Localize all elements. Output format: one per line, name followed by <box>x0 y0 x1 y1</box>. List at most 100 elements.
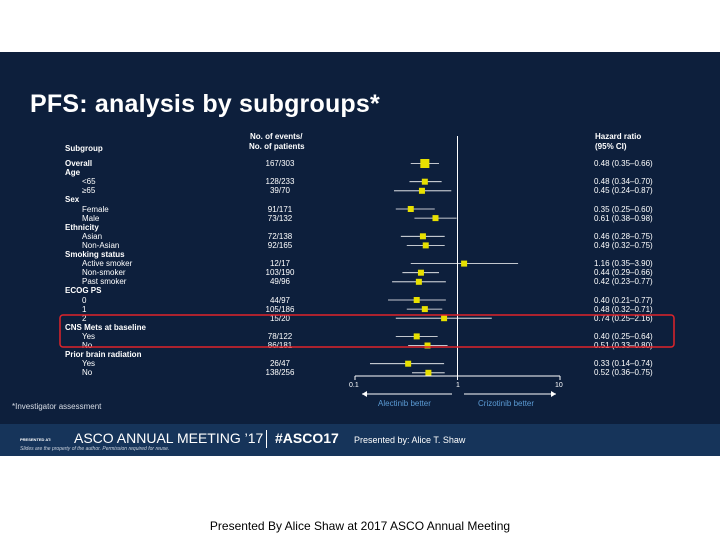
events-count: 105/186 <box>265 304 295 314</box>
subgroup-label: Female <box>82 204 109 214</box>
subgroup-label: Past smoker <box>82 277 127 287</box>
events-count: 73/132 <box>267 213 293 223</box>
hazard-ratio-text: 0.52 (0.36–0.75) <box>594 368 653 378</box>
banner-disclaimer: Slides are the property of the author. P… <box>20 446 170 452</box>
header-events-line1: No. of events/ <box>250 132 303 141</box>
events-count: 72/138 <box>267 231 293 241</box>
axis-tick-label: 10 <box>555 382 563 389</box>
events-count: 138/256 <box>265 368 295 378</box>
hazard-ratio-text: 1.16 (0.35–3.90) <box>594 259 653 269</box>
header-hr-line1: Hazard ratio <box>595 132 642 141</box>
hazard-ratio-text: 0.40 (0.25–0.64) <box>594 331 653 341</box>
subgroup-label: Prior brain radiation <box>65 350 142 360</box>
presented-at-label: PRESENTED AT: <box>20 437 52 442</box>
subgroup-label: Yes <box>82 359 96 369</box>
hazard-ratio-marker <box>413 333 420 340</box>
subgroup-label: Age <box>65 168 81 178</box>
subgroup-label: 2 <box>82 313 87 323</box>
hazard-ratio-marker <box>413 297 420 303</box>
hazard-ratio-text: 0.45 (0.24–0.87) <box>594 186 653 196</box>
axis-tick-label: 1 <box>456 382 460 389</box>
hazard-ratio-text: 0.33 (0.14–0.74) <box>594 359 653 369</box>
hazard-ratio-text: 0.40 (0.21–0.77) <box>594 295 653 305</box>
hazard-ratio-marker <box>461 260 468 267</box>
meeting-hashtag: #ASCO17 <box>275 430 339 446</box>
hazard-ratio-marker <box>432 215 439 222</box>
events-count: 78/122 <box>267 331 293 341</box>
meeting-name: ASCO ANNUAL MEETING ’17 <box>74 430 264 446</box>
subgroup-label: Ethnicity <box>65 222 99 232</box>
hazard-ratio-marker <box>407 206 414 212</box>
hazard-ratio-text: 0.61 (0.38–0.98) <box>594 213 653 223</box>
subgroup-label: Active smoker <box>82 259 133 269</box>
hazard-ratio-marker <box>415 278 422 285</box>
meeting-banner: PRESENTED AT: ASCO ANNUAL MEETING ’17 #A… <box>0 424 720 456</box>
events-count: 49/96 <box>269 277 291 287</box>
hazard-ratio-text: 0.49 (0.32–0.75) <box>594 240 653 250</box>
banner-separator <box>266 430 267 448</box>
hazard-ratio-marker <box>417 269 424 276</box>
page-caption: Presented By Alice Shaw at 2017 ASCO Ann… <box>209 519 511 533</box>
subgroup-label: No <box>82 368 93 378</box>
events-count: 44/97 <box>269 295 291 305</box>
hazard-ratio-text: 0.48 (0.35–0.66) <box>594 159 653 168</box>
hazard-ratio-text: 0.51 (0.33–0.80) <box>594 341 653 350</box>
slide-title: PFS: analysis by subgroups* <box>30 90 380 118</box>
axis-tick-label: 0.1 <box>349 382 359 389</box>
header-subgroup: Subgroup <box>65 144 103 153</box>
alectinib-better-arrow-head <box>362 391 367 397</box>
subgroup-label: 1 <box>82 304 87 314</box>
subgroup-label: Sex <box>65 195 80 205</box>
hazard-ratio-marker <box>418 187 425 194</box>
events-count: 86/181 <box>267 341 293 350</box>
hazard-ratio-marker <box>425 369 432 376</box>
hazard-ratio-text: 0.44 (0.29–0.66) <box>594 268 653 278</box>
forest-plot <box>59 136 675 397</box>
subgroup-label: No <box>82 341 93 350</box>
subgroup-label: Smoking status <box>65 250 125 259</box>
subgroup-label: Non-smoker <box>82 268 126 278</box>
hazard-ratio-text: 0.48 (0.34–0.70) <box>594 177 653 187</box>
hazard-ratio-marker <box>441 315 448 322</box>
events-count: 15/20 <box>269 313 291 323</box>
events-count: 92/165 <box>267 240 293 250</box>
crizotinib-better-label: Crizotinib better <box>478 399 535 408</box>
events-count: 12/17 <box>269 259 291 269</box>
hazard-ratio-text: 0.35 (0.25–0.60) <box>594 204 653 214</box>
events-count: 167/303 <box>265 159 295 168</box>
subgroup-label: <65 <box>82 177 96 187</box>
hazard-ratio-marker <box>421 178 428 185</box>
subgroup-label: ≥65 <box>82 186 96 196</box>
events-count: 91/171 <box>267 204 293 214</box>
hazard-ratio-marker <box>421 306 428 313</box>
events-count: 128/233 <box>265 177 295 187</box>
subgroup-label: Non-Asian <box>82 240 120 250</box>
events-count: 26/47 <box>269 359 291 369</box>
crizotinib-better-arrow-head <box>551 391 556 397</box>
subgroup-label: Yes <box>82 331 96 341</box>
hazard-ratio-marker <box>420 159 430 168</box>
subgroup-label: 0 <box>82 295 87 305</box>
subgroup-label: Male <box>82 213 100 223</box>
alectinib-better-label: Alectinib better <box>378 399 431 408</box>
footnote: *Investigator assessment <box>12 402 102 411</box>
hazard-ratio-text: 0.46 (0.28–0.75) <box>594 231 653 241</box>
hazard-ratio-marker <box>405 360 412 367</box>
events-count: 103/190 <box>265 268 295 278</box>
hazard-ratio-marker <box>422 242 429 249</box>
header-events-line2: No. of patients <box>249 142 305 151</box>
hazard-ratio-marker <box>419 233 426 240</box>
hazard-ratio-text: 0.74 (0.25–2.16) <box>594 313 653 323</box>
subgroup-label: ECOG PS <box>65 286 102 296</box>
presenter-credit: Presented by: Alice T. Shaw <box>354 435 466 445</box>
subgroup-label: CNS Mets at baseline <box>65 322 146 332</box>
slide: PFS: analysis by subgroups* Subgroup No.… <box>0 52 720 456</box>
subgroup-label: Overall <box>65 159 93 168</box>
subgroup-label: Asian <box>82 231 103 241</box>
hazard-ratio-marker <box>424 342 431 349</box>
header-hr-line2: (95% CI) <box>595 142 627 151</box>
events-count: 39/70 <box>269 186 291 196</box>
hazard-ratio-text: 0.48 (0.32–0.71) <box>594 304 653 314</box>
cns-mets-highlight-box <box>59 314 675 348</box>
hazard-ratio-text: 0.42 (0.23–0.77) <box>594 277 653 287</box>
